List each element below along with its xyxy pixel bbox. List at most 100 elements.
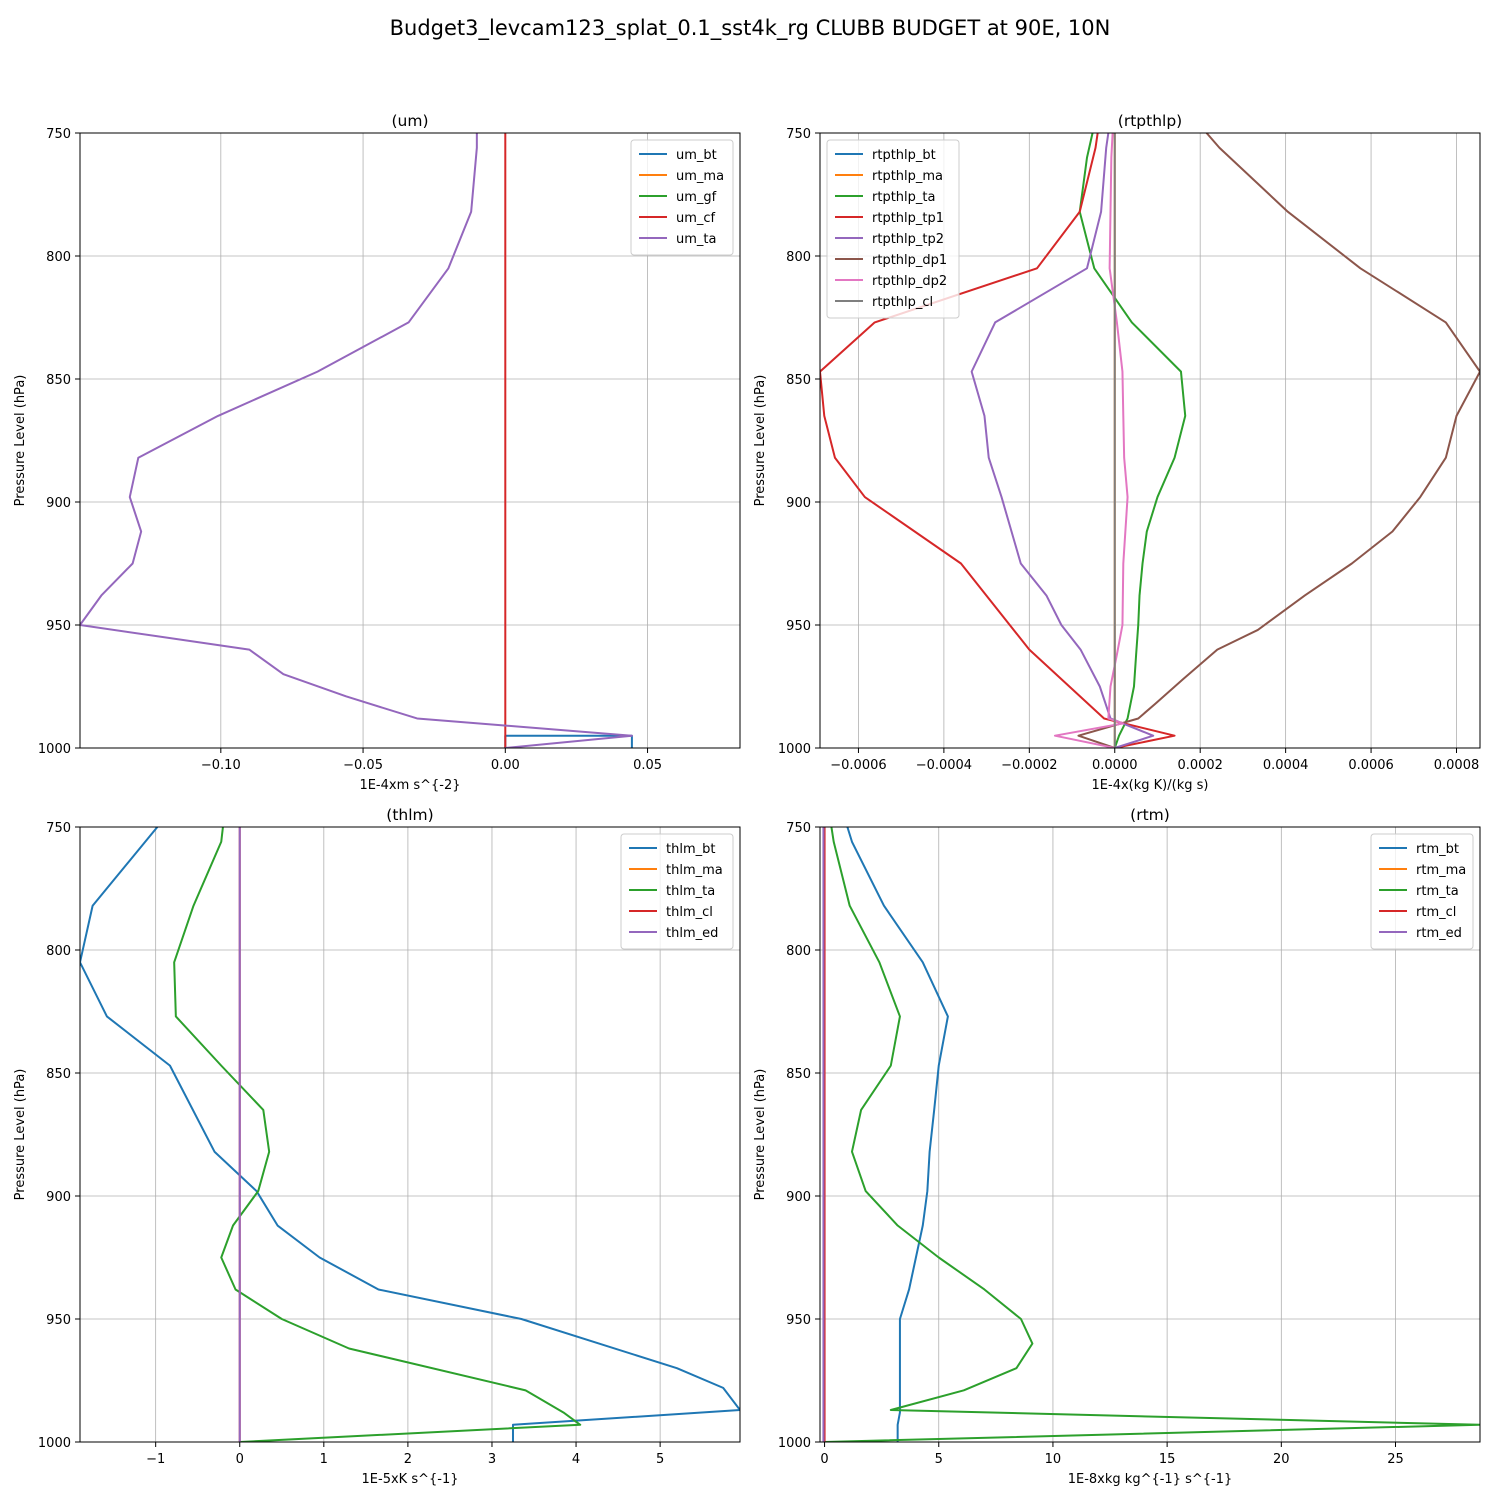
y-tick-label: 1000 [38, 742, 71, 757]
series-line-rtpthlp_tp1 [820, 133, 1176, 748]
y-tick-label: 750 [46, 821, 71, 836]
legend-label-rtm_ed: rtm_ed [1416, 926, 1462, 941]
x-tick-label: −0.0002 [1001, 758, 1057, 773]
legend-label-thlm_ta: thlm_ta [666, 884, 715, 899]
y-tick-label: 950 [786, 619, 811, 634]
x-tick-label: 0.0006 [1348, 758, 1394, 773]
legend-label-rtpthlp_cl: rtpthlp_cl [872, 295, 933, 310]
x-tick-label: 0.0008 [1434, 758, 1480, 773]
chart-title: (um) [391, 112, 428, 130]
y-tick-label: 800 [786, 944, 811, 959]
x-tick-label: 25 [1387, 1452, 1404, 1467]
y-tick-label: 850 [46, 1067, 71, 1082]
legend-label-um_gf: um_gf [676, 190, 717, 205]
legend-label-thlm_ed: thlm_ed [666, 926, 718, 941]
series-group [822, 827, 1480, 1442]
series-line-um_ta [80, 133, 633, 748]
y-tick-label: 950 [46, 1313, 71, 1328]
y-tick-label: 900 [46, 496, 71, 511]
legend-label-thlm_cl: thlm_cl [666, 905, 713, 920]
legend-label-rtpthlp_tp2: rtpthlp_tp2 [872, 232, 944, 247]
x-axis-label: 1E-5xK s^{-1} [362, 1472, 459, 1487]
x-tick-label: 20 [1273, 1452, 1290, 1467]
x-tick-label: 0.0000 [1092, 758, 1138, 773]
x-tick-label: 0.0004 [1263, 758, 1309, 773]
chart-rtm: 0 5 10 15 20 25 750 800 850 900 950 1000 (rtm) 1E-8xk… [753, 806, 1481, 1487]
y-axis-label: Pressure Level (hPa) [753, 1069, 768, 1201]
legend: um_bt um_ma um_gf um_cf um_ta [630, 139, 734, 256]
legend-label-rtm_bt: rtm_bt [1416, 842, 1459, 857]
series-group [80, 827, 740, 1442]
y-axis-label: Pressure Level (hPa) [13, 375, 28, 507]
y-tick-label: 900 [786, 496, 811, 511]
x-axis-label: 1E-8xkg kg^{-1} s^{-1} [1068, 1472, 1233, 1487]
legend-label-thlm_ma: thlm_ma [666, 863, 723, 878]
y-tick-label: 800 [46, 250, 71, 265]
series-line-rtpthlp_dp2 [1053, 133, 1129, 748]
legend-label-rtpthlp_tp1: rtpthlp_tp1 [872, 211, 944, 226]
y-tick-label: 950 [46, 619, 71, 634]
x-tick-label: 0.0002 [1177, 758, 1223, 773]
legend-label-rtpthlp_dp1: rtpthlp_dp1 [872, 253, 947, 268]
y-tick-label: 900 [46, 1190, 71, 1205]
legend-label-rtpthlp_ta: rtpthlp_ta [872, 190, 935, 205]
axes-frame [79, 826, 741, 1443]
x-tick-label: −0.0004 [916, 758, 972, 773]
y-tick-label: 800 [786, 250, 811, 265]
legend: thlm_bt thlm_ma thlm_ta thlm_cl thlm_ed [620, 833, 734, 950]
x-tick-label: 2 [404, 1452, 412, 1467]
x-tick-label: 4 [572, 1452, 580, 1467]
chart-title: (rtpthlp) [1118, 112, 1182, 130]
legend-box [1370, 833, 1474, 950]
x-axis-label: 1E-4xm s^{-2} [359, 778, 460, 793]
series-line-rtpthlp_ta [1078, 133, 1187, 748]
x-axis-label: 1E-4x(kg K)/(kg s) [1092, 778, 1209, 793]
x-tick-label: 3 [488, 1452, 496, 1467]
series-line-rtpthlp_tp2 [970, 133, 1155, 748]
legend-label-um_bt: um_bt [676, 148, 717, 163]
x-tick-label: 0.00 [491, 758, 520, 773]
series-line-thlm_ta [173, 827, 582, 1442]
y-tick-label: 800 [46, 944, 71, 959]
series-line-rtm_ta [824, 827, 1480, 1442]
chart-thlm: −1 0 1 2 3 4 5 750 800 850 900 950 1000 (thlm) 1E-5xK … [13, 806, 741, 1487]
figure-title: Budget3_levcam123_splat_0.1_sst4k_rg CLU… [389, 16, 1111, 40]
legend-box [630, 139, 734, 256]
legend-label-rtpthlp_ma: rtpthlp_ma [872, 169, 943, 184]
x-tick-label: 1 [320, 1452, 328, 1467]
legend: rtpthlp_bt rtpthlp_ma rtpthlp_ta rtpthlp_tp… [826, 139, 960, 319]
x-tick-label: 5 [935, 1452, 943, 1467]
y-tick-label: 900 [786, 1190, 811, 1205]
x-tick-label: −0.0006 [830, 758, 886, 773]
y-tick-label: 850 [786, 373, 811, 388]
legend: rtm_bt rtm_ma rtm_ta rtm_cl rtm_ed [1370, 833, 1474, 950]
y-axis-label: Pressure Level (hPa) [753, 375, 768, 507]
series-group [820, 133, 1480, 748]
y-tick-label: 1000 [778, 742, 811, 757]
series-group [80, 133, 633, 748]
legend-label-rtm_ta: rtm_ta [1416, 884, 1459, 899]
series-line-thlm_bt [80, 827, 740, 1442]
legend-box [826, 139, 960, 319]
x-tick-label: 0 [820, 1452, 828, 1467]
y-tick-label: 750 [786, 127, 811, 142]
x-tick-label: 15 [1159, 1452, 1176, 1467]
legend-label-um_ta: um_ta [676, 232, 716, 247]
legend-label-um_cf: um_cf [676, 211, 716, 226]
legend-label-um_ma: um_ma [676, 169, 724, 184]
x-tick-label: 0 [236, 1452, 244, 1467]
x-tick-label: −0.05 [343, 758, 383, 773]
y-tick-label: 750 [46, 127, 71, 142]
x-tick-label: 5 [656, 1452, 664, 1467]
y-tick-label: 1000 [38, 1436, 71, 1451]
y-axis-label: Pressure Level (hPa) [13, 1069, 28, 1201]
series-line-rtm_bt [846, 827, 949, 1442]
y-tick-label: 750 [786, 821, 811, 836]
chart-title: (thlm) [386, 806, 433, 824]
legend-label-thlm_bt: thlm_bt [666, 842, 715, 857]
x-tick-label: −0.10 [201, 758, 241, 773]
chart-rtpthlp: −0.0006 −0.0004 −0.0002 0.0000 0.0002 0.0004 0… [753, 112, 1481, 793]
y-tick-label: 950 [786, 1313, 811, 1328]
